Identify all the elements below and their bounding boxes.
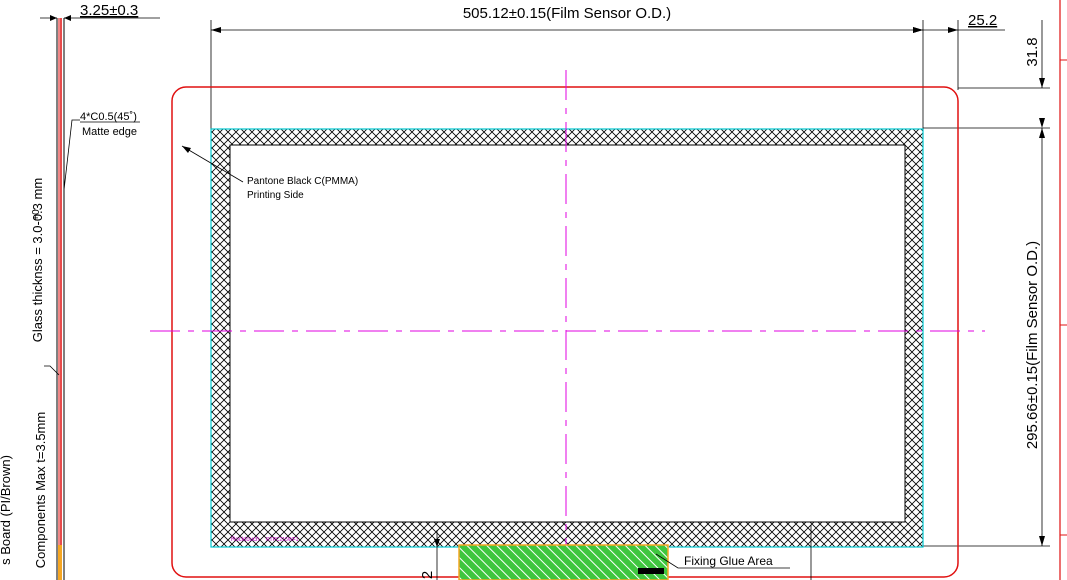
chamfer-label: 4*C0.5(45˚) [80, 111, 137, 123]
glass-leader [44, 365, 60, 376]
viewing-area [229, 144, 906, 523]
glue-area-label: Fixing Glue Area [684, 554, 773, 568]
brand-label: Rocktouch [231, 537, 259, 543]
fixing-glue-area [458, 544, 669, 580]
part-number-label: RTPC215WF1 [266, 537, 299, 543]
glue-marker [638, 568, 664, 574]
printing-label-line2: Printing Side [247, 190, 304, 201]
glass-thickness-label: Glass thicknss = 3.0-0.3 mm [30, 178, 45, 342]
right-dimension [923, 0, 1067, 580]
sensor-width-dim: 505.12±0.15(Film Sensor O.D.) [463, 5, 671, 22]
components-label: Components Max t=3.5mm [33, 412, 48, 568]
fpc-board [58, 545, 62, 580]
side-view [40, 15, 160, 580]
glue-leader [655, 553, 790, 569]
matte-edge-label: Matte edge [82, 126, 137, 138]
printing-label-line1: Pantone Black C(PMMA) [247, 176, 358, 187]
tolerance-label: +0 [31, 209, 42, 221]
right-margin-dim: 25.2 [968, 12, 997, 29]
printing-leader [181, 145, 244, 183]
board-label: s Board (PI/Brown) [0, 455, 13, 565]
bottom-offset-dim: 2 [419, 571, 436, 579]
chamfer-leader [63, 119, 80, 191]
top-dimension [210, 20, 1005, 130]
cover-thickness-dim: 3.25±0.3 [80, 2, 138, 19]
sensor-height-dim: 295.66±0.15(Film Sensor O.D.) [1024, 241, 1041, 449]
top-margin-dim: 31.8 [1024, 37, 1041, 66]
